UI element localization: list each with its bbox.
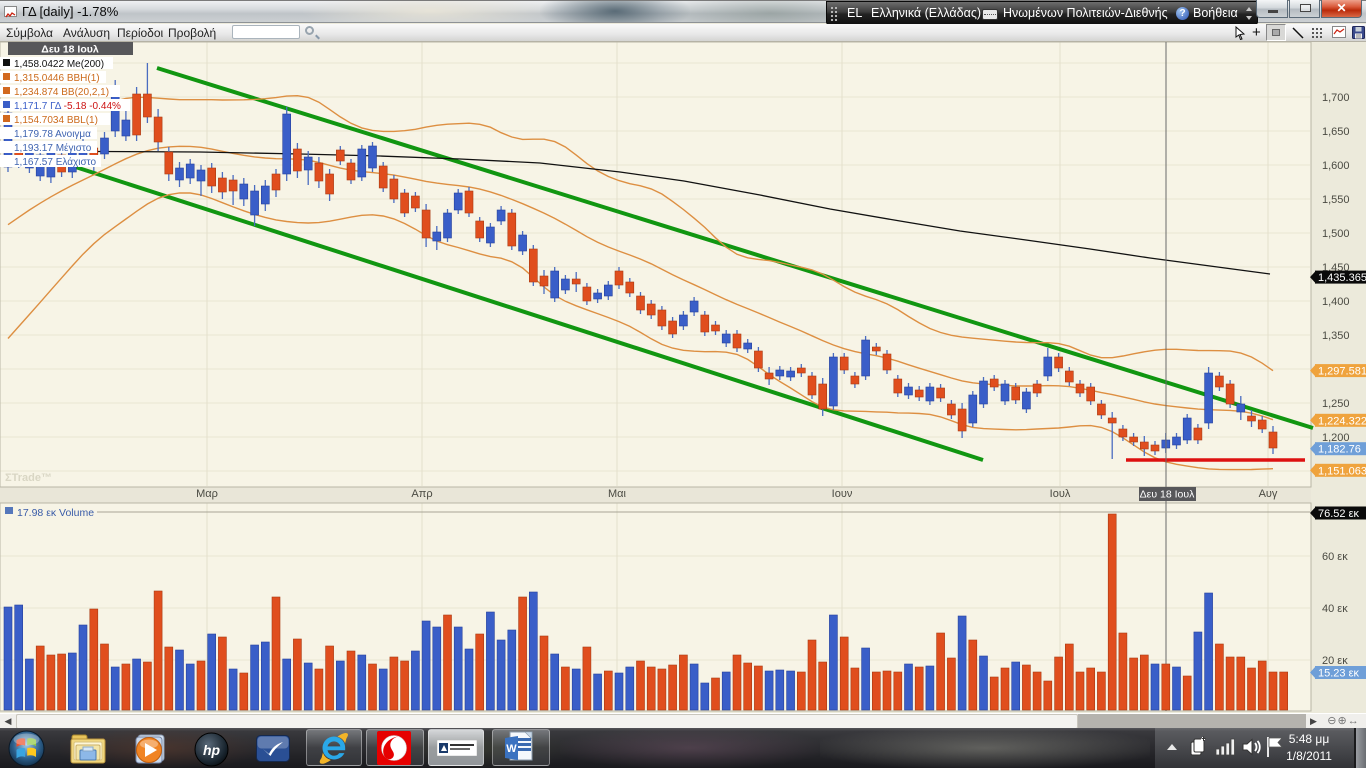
svg-text:1,400: 1,400 <box>1322 296 1350 308</box>
svg-text:60 εκ: 60 εκ <box>1322 551 1348 563</box>
svg-text:1,550: 1,550 <box>1322 194 1350 206</box>
svg-text:1,315.0446 BBH(1): 1,315.0446 BBH(1) <box>14 73 100 84</box>
svg-text:Δευ 18 Ιουλ: Δευ 18 Ιουλ <box>41 44 99 56</box>
svg-text:1,600: 1,600 <box>1322 160 1350 172</box>
svg-text:20 εκ: 20 εκ <box>1322 655 1348 667</box>
svg-text:W: W <box>506 743 517 755</box>
svg-text:1,171.7 ΓΔ -5.18 -0.44%: 1,171.7 ΓΔ -5.18 -0.44% <box>14 101 121 112</box>
svg-text:15.23 εκ: 15.23 εκ <box>1318 668 1359 680</box>
svg-text:1,167.57 Ελάχιστο: 1,167.57 Ελάχιστο <box>14 156 96 168</box>
svg-text:1,435.365: 1,435.365 <box>1318 272 1366 284</box>
svg-text:Απρ: Απρ <box>411 488 432 500</box>
svg-text:40 εκ: 40 εκ <box>1322 603 1348 615</box>
svg-text:76.52 εκ: 76.52 εκ <box>1318 508 1359 520</box>
svg-text:1,154.7034 BBL(1): 1,154.7034 BBL(1) <box>14 115 98 126</box>
svg-text:17.98 εκ Volume: 17.98 εκ Volume <box>17 507 94 519</box>
svg-text:Μαι: Μαι <box>608 488 627 500</box>
svg-text:1,650: 1,650 <box>1322 126 1350 138</box>
svg-text:1,200: 1,200 <box>1322 432 1350 444</box>
svg-text:1,224.322: 1,224.322 <box>1318 415 1366 427</box>
svg-text:Δευ 18 Ιουλ: Δευ 18 Ιουλ <box>1140 489 1195 501</box>
svg-text:Ιουν: Ιουν <box>832 488 853 500</box>
svg-text:1,193.17 Μέγιστο: 1,193.17 Μέγιστο <box>14 142 92 154</box>
svg-text:1,250: 1,250 <box>1322 398 1350 410</box>
svg-text:1,179.78 Ανοιγμα: 1,179.78 Ανοιγμα <box>14 129 91 140</box>
svg-text:Αυγ: Αυγ <box>1259 488 1278 500</box>
svg-text:1,500: 1,500 <box>1322 228 1350 240</box>
svg-text:1,234.874 BB(20,2,1): 1,234.874 BB(20,2,1) <box>14 87 109 98</box>
svg-text:Ιουλ: Ιουλ <box>1050 488 1071 500</box>
svg-text:ΣTrade™: ΣTrade™ <box>5 472 52 484</box>
svg-text:1,182.76: 1,182.76 <box>1318 444 1361 456</box>
svg-text:1,297.581: 1,297.581 <box>1318 366 1366 378</box>
svg-text:Μαρ: Μαρ <box>196 488 218 500</box>
svg-text:1,700: 1,700 <box>1322 92 1350 104</box>
svg-text:1,458.0422 Me(200): 1,458.0422 Me(200) <box>14 59 104 70</box>
svg-text:1,151.063: 1,151.063 <box>1318 465 1366 477</box>
svg-text:1,350: 1,350 <box>1322 330 1350 342</box>
svg-text:hp: hp <box>203 742 221 758</box>
